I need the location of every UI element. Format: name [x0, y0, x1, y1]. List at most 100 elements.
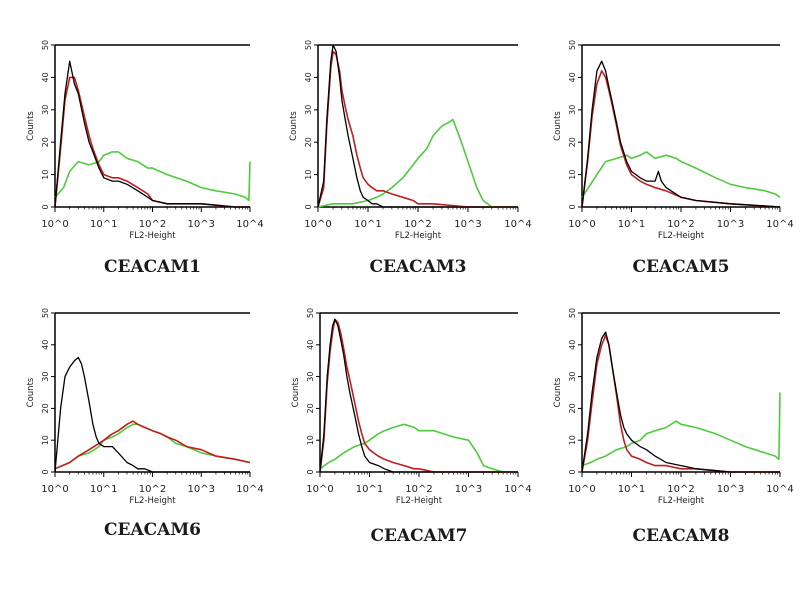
histogram-series-line: [319, 318, 518, 473]
x-tick-label: 10^4: [766, 484, 793, 495]
histogram-series-line: [581, 334, 780, 473]
y-tick-label: 50: [568, 40, 577, 50]
x-tick-label: 10^1: [356, 484, 383, 495]
y-tick-label: 0: [304, 204, 313, 209]
x-tick-label: 10^4: [236, 484, 263, 495]
y-tick-label: 50: [568, 308, 577, 318]
y-axis-title: Counts: [553, 377, 563, 407]
x-tick-label: 10^0: [568, 484, 595, 495]
x-axis-title: FL2-Height: [129, 496, 176, 506]
y-tick-label: 20: [41, 403, 50, 413]
y-tick-label: 20: [568, 137, 577, 147]
x-tick-label: 10^2: [405, 484, 432, 495]
x-tick-label: 10^1: [618, 219, 645, 230]
panel-title: CEACAM7: [370, 526, 467, 546]
histogram-series-line: [319, 423, 518, 473]
x-tick-label: 10^1: [90, 219, 117, 230]
x-tick-label: 10^0: [41, 219, 68, 230]
x-tick-label: 10^2: [404, 219, 431, 230]
histogram-series-line: [54, 356, 250, 473]
y-tick-label: 10: [41, 170, 50, 180]
x-tick-label: 10^3: [188, 219, 215, 230]
histogram-series-line: [319, 318, 518, 473]
y-tick-label: 40: [306, 340, 315, 350]
panel-title: CEACAM8: [632, 526, 729, 546]
y-tick-label: 0: [568, 469, 577, 474]
y-tick-label: 10: [306, 435, 315, 445]
y-tick-label: 40: [41, 72, 50, 82]
x-axis-title: FL2-Height: [395, 231, 442, 241]
y-tick-label: 40: [304, 72, 313, 82]
y-tick-label: 30: [568, 105, 577, 115]
x-tick-label: 10^0: [306, 484, 333, 495]
y-tick-label: 40: [568, 72, 577, 82]
x-tick-label: 10^2: [667, 484, 694, 495]
x-tick-label: 10^0: [568, 219, 595, 230]
y-tick-label: 40: [41, 340, 50, 350]
histogram-series-line: [581, 151, 781, 198]
y-tick-label: 20: [41, 137, 50, 147]
histogram-series-line: [581, 70, 781, 208]
histogram-panel: 0 10 20 30 40 50 10^0 10^1 10^2 10^3 10^4 FL2-Heigh…: [553, 308, 794, 546]
x-tick-label: 10^3: [717, 219, 744, 230]
histogram-series-line: [54, 76, 250, 208]
x-axis-title: FL2-Height: [658, 231, 705, 241]
x-tick-label: 10^1: [618, 484, 645, 495]
y-tick-label: 0: [41, 469, 50, 474]
y-tick-label: 0: [568, 204, 577, 209]
y-tick-label: 20: [306, 403, 315, 413]
histogram-panel: 0 10 20 30 40 50 10^0 10^1 10^2 10^3 10^4 FL2-Heigh…: [291, 308, 532, 546]
histogram-panel: 0 10 20 30 40 50 10^0 10^1 10^2 10^3 10^4 FL2-Heigh…: [289, 40, 532, 277]
x-axis-title: FL2-Height: [658, 496, 705, 506]
x-tick-label: 10^2: [667, 219, 694, 230]
y-tick-label: 30: [41, 372, 50, 382]
y-tick-label: 20: [304, 137, 313, 147]
y-tick-label: 50: [306, 308, 315, 318]
y-tick-label: 10: [41, 435, 50, 445]
y-tick-label: 50: [304, 40, 313, 50]
x-tick-label: 10^4: [504, 219, 531, 230]
x-tick-label: 10^2: [139, 219, 166, 230]
histogram-series-line: [317, 118, 518, 208]
panel-title: CEACAM1: [104, 257, 201, 277]
histogram-series-line: [581, 392, 781, 467]
y-axis-title: Counts: [26, 377, 36, 407]
y-axis-title: Counts: [291, 377, 301, 407]
x-tick-label: 10^3: [188, 484, 215, 495]
x-tick-label: 10^3: [454, 219, 481, 230]
y-tick-label: 30: [41, 105, 50, 115]
y-tick-label: 20: [568, 403, 577, 413]
x-axis-title: FL2-Height: [129, 231, 176, 241]
histogram-series-line: [581, 60, 781, 208]
histogram-panel: 0 10 20 30 40 50 10^0 10^1 10^2 10^3 10^4 FL2-Heigh…: [26, 40, 264, 277]
x-tick-label: 10^4: [766, 219, 793, 230]
y-tick-label: 0: [306, 469, 315, 474]
histogram-series-line: [54, 151, 251, 202]
y-tick-label: 50: [41, 40, 50, 50]
x-tick-label: 10^3: [455, 484, 482, 495]
y-tick-label: 30: [568, 372, 577, 382]
y-tick-label: 30: [306, 372, 315, 382]
y-tick-label: 10: [568, 435, 577, 445]
x-tick-label: 10^3: [717, 484, 744, 495]
y-tick-label: 50: [41, 308, 50, 318]
histogram-panel: 0 10 20 30 40 50 10^0 10^1 10^2 10^3 10^4 FL2-Heigh…: [26, 308, 264, 540]
x-tick-label: 10^0: [41, 484, 68, 495]
histogram-series-line: [581, 331, 780, 473]
y-tick-label: 10: [304, 170, 313, 180]
x-tick-label: 10^0: [304, 219, 331, 230]
y-tick-label: 0: [41, 204, 50, 209]
y-axis-title: Counts: [26, 111, 36, 141]
panel-title: CEACAM6: [104, 520, 201, 540]
x-tick-label: 10^4: [236, 219, 263, 230]
histogram-series-line: [317, 44, 518, 208]
x-axis-title: FL2-Height: [396, 496, 443, 506]
histogram-series-line: [317, 50, 518, 208]
x-tick-label: 10^1: [354, 219, 381, 230]
histogram-panel: 0 10 20 30 40 50 10^0 10^1 10^2 10^3 10^4 FL2-Heigh…: [553, 40, 794, 277]
y-tick-label: 10: [568, 170, 577, 180]
histogram-series-line: [54, 60, 250, 208]
panel-title: CEACAM3: [369, 257, 466, 277]
y-axis-title: Counts: [289, 111, 299, 141]
